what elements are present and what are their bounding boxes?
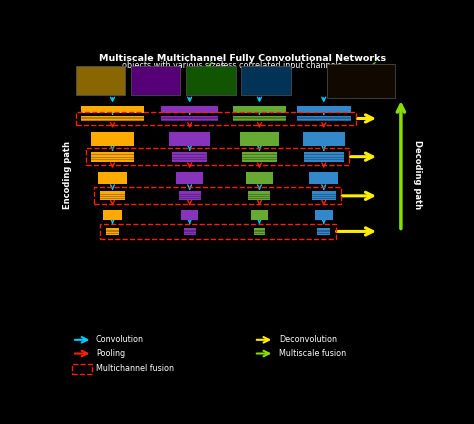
Bar [303, 152, 344, 162]
Bar [172, 152, 207, 162]
Bar [76, 112, 356, 126]
Bar [179, 191, 201, 201]
Text: less correlated input channels: less correlated input channels [221, 61, 342, 70]
Bar [233, 115, 286, 121]
Bar [302, 132, 345, 146]
Bar [161, 115, 218, 121]
Bar [246, 172, 273, 184]
Bar [310, 172, 338, 184]
Bar [100, 224, 336, 239]
Bar [161, 106, 218, 113]
Bar [76, 66, 125, 95]
Bar [328, 64, 395, 98]
Bar [82, 115, 144, 121]
Bar [233, 106, 286, 113]
Bar [182, 209, 198, 220]
Bar [248, 191, 271, 201]
Text: Pooling: Pooling [96, 349, 125, 358]
Bar [254, 228, 265, 235]
Bar [240, 132, 279, 146]
Bar [86, 148, 349, 165]
Bar [176, 172, 203, 184]
Bar [242, 152, 277, 162]
Text: Multichannel fusion: Multichannel fusion [96, 364, 174, 373]
Text: Multiscale fusion: Multiscale fusion [279, 349, 346, 358]
Text: Encoding path: Encoding path [63, 141, 72, 209]
Bar [317, 228, 330, 235]
Bar [100, 191, 125, 201]
Text: objects with various sizes: objects with various sizes [122, 61, 225, 70]
Bar [315, 209, 333, 220]
Bar [82, 106, 144, 113]
Bar [98, 172, 127, 184]
Text: Decoding path: Decoding path [413, 140, 422, 209]
Bar [94, 187, 341, 204]
Bar [312, 191, 336, 201]
Bar [169, 132, 210, 146]
Bar [184, 228, 196, 235]
Bar [103, 209, 122, 220]
Bar [91, 132, 134, 146]
Bar [297, 115, 351, 121]
Bar [131, 66, 181, 95]
Bar [186, 66, 236, 95]
Bar [106, 228, 119, 235]
Bar [91, 152, 134, 162]
Text: Convolution: Convolution [96, 335, 144, 344]
Bar [251, 209, 268, 220]
Text: ✔: ✔ [204, 61, 214, 71]
Text: ✔: ✔ [368, 61, 377, 71]
Text: Multiscale Multichannel Fully Convolutional Networks: Multiscale Multichannel Fully Convolutio… [100, 54, 386, 63]
Text: Deconvolution: Deconvolution [279, 335, 337, 344]
Bar [241, 66, 291, 95]
Bar [72, 364, 92, 374]
Bar [297, 106, 351, 113]
